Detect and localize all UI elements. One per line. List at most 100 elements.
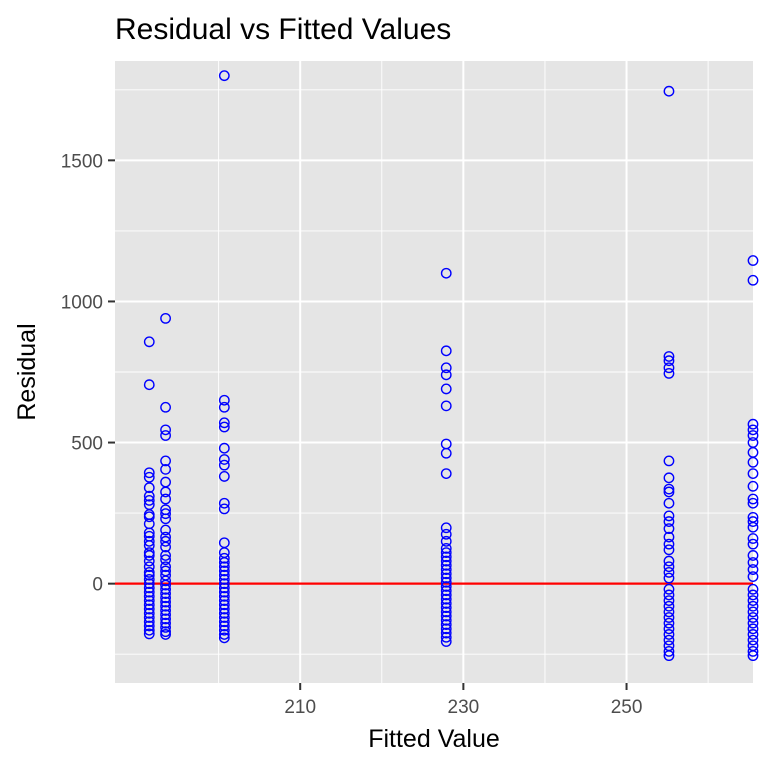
- data-point: [218, 394, 230, 406]
- data-point: [143, 482, 155, 494]
- data-point: [160, 579, 171, 591]
- data-point: [160, 312, 171, 324]
- data-point: [440, 468, 452, 479]
- data-point: [663, 483, 675, 495]
- data-point: [440, 551, 452, 563]
- major-gridlines: [115, 61, 753, 683]
- data-point: [747, 255, 759, 266]
- data-point: [663, 368, 675, 379]
- data-point: [218, 586, 230, 598]
- x-axis-title: Fitted Value: [368, 725, 500, 753]
- data-point: [440, 631, 452, 643]
- data-point: [747, 629, 759, 640]
- data-point: [440, 522, 452, 534]
- data-point: [143, 550, 155, 561]
- y-axis-ticks: 0 500 1000 1500: [61, 151, 115, 596]
- data-point: [663, 612, 675, 623]
- data-point: [160, 541, 171, 553]
- data-point: [747, 617, 759, 629]
- data-point: [747, 589, 759, 601]
- data-point: [218, 401, 230, 413]
- data-point: [143, 595, 155, 606]
- data-point: [747, 274, 759, 286]
- data-point: [218, 503, 230, 515]
- y-axis-title: Residual: [13, 323, 41, 420]
- data-point: [160, 508, 171, 520]
- data-point: [747, 468, 759, 479]
- data-point: [747, 623, 759, 635]
- data-point: [218, 578, 230, 590]
- data-point: [663, 544, 675, 556]
- data-point: [747, 533, 759, 544]
- data-point: [143, 467, 155, 479]
- data-point: [747, 550, 759, 561]
- x-tick-label: 210: [284, 697, 316, 718]
- data-point: [440, 345, 452, 357]
- data-point: [440, 568, 452, 580]
- data-point: [440, 581, 452, 592]
- data-point: [160, 629, 171, 640]
- data-point: [143, 495, 155, 506]
- data-point: [663, 623, 675, 635]
- data-point: [440, 400, 452, 412]
- data-point: [143, 603, 155, 615]
- data-point: [747, 456, 759, 468]
- data-point: [440, 610, 452, 622]
- data-point: [143, 561, 155, 573]
- data-point: [440, 542, 452, 554]
- data-point: [218, 557, 230, 568]
- data-point: [218, 582, 230, 594]
- data-point: [440, 627, 452, 639]
- data-point: [143, 590, 155, 602]
- data-point: [440, 528, 452, 540]
- data-point: [160, 430, 171, 441]
- data-point: [218, 599, 230, 611]
- data-point: [218, 459, 230, 471]
- data-point: [160, 609, 171, 621]
- data-point: [143, 616, 155, 628]
- y-tick-label: 0: [92, 575, 103, 596]
- data-point: [440, 267, 452, 279]
- data-point: [747, 583, 759, 595]
- data-point: [663, 606, 675, 618]
- data-point: [747, 634, 759, 646]
- data-point: [663, 583, 675, 595]
- data-point: [143, 628, 155, 640]
- data-point: [218, 442, 230, 454]
- data-point: [218, 590, 230, 602]
- data-point: [218, 603, 230, 615]
- data-point: [440, 564, 452, 575]
- data-point: [440, 623, 452, 635]
- data-point: [747, 538, 759, 550]
- data-point: [663, 472, 675, 484]
- x-axis-ticks: 210 230 250: [284, 683, 642, 718]
- data-point: [663, 510, 675, 522]
- data-point: [143, 379, 155, 391]
- data-point: [663, 538, 675, 550]
- data-point: [440, 369, 452, 381]
- data-point: [440, 585, 452, 597]
- y-tick-label: 1500: [61, 151, 103, 172]
- data-point: [143, 527, 155, 539]
- data-point: [663, 645, 675, 657]
- data-point: [663, 561, 675, 573]
- data-point: [218, 552, 230, 564]
- data-point: [218, 595, 230, 606]
- data-point: [663, 516, 675, 527]
- data-point: [440, 362, 452, 374]
- data-point: [160, 613, 171, 625]
- data-point: [747, 650, 759, 662]
- data-point: [160, 588, 171, 599]
- data-point: [218, 569, 230, 581]
- data-point: [143, 624, 155, 636]
- data-point: [440, 593, 452, 605]
- data-point: [160, 486, 171, 498]
- data-point: [218, 70, 230, 82]
- data-point: [440, 589, 452, 601]
- data-point: [663, 455, 675, 467]
- data-point: [747, 493, 759, 505]
- data-point: [143, 586, 155, 598]
- data-point: [160, 455, 171, 467]
- data-point: [143, 471, 155, 483]
